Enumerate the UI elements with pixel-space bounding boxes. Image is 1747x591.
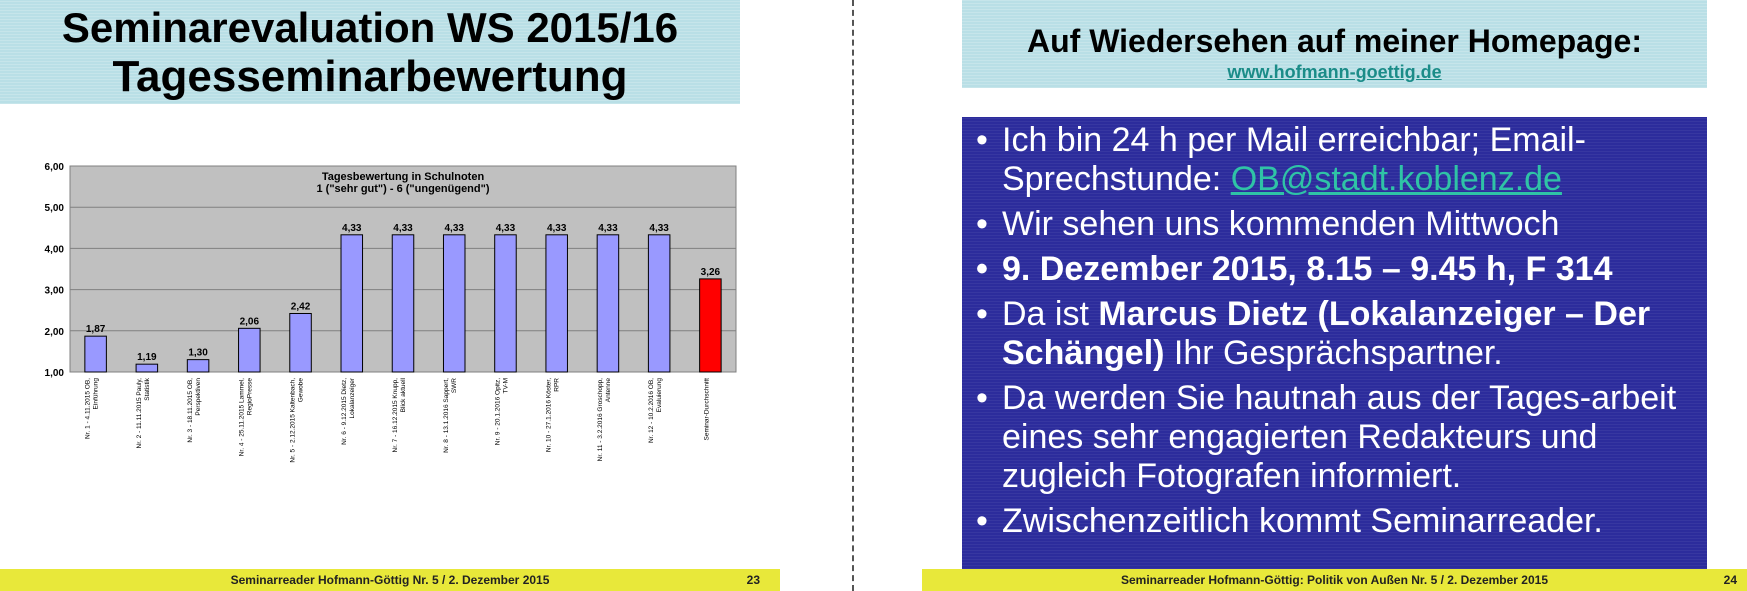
chart-category-label: Lokalanzeiger (349, 377, 356, 418)
chart-category-label: Nr. 10 - 27.1.2016 Köster, (546, 378, 553, 452)
bullet-insight: Da werden Sie hautnah aus der Tages-arbe… (972, 379, 1693, 496)
left-slide-title-banner: Seminarevaluation WS 2015/16 Tagessemina… (0, 0, 740, 104)
left-slide-title-line2: Tagesseminarbewertung (112, 52, 628, 101)
chart-category-label: Perspektiven (195, 378, 202, 416)
chart-category-label: Seminar-Durchschnitt (703, 378, 710, 441)
chart-category-label: Nr. 5 - 2.12.2015 Kaltenbach, (290, 378, 297, 463)
chart-bar (135, 363, 159, 373)
chart-ytick-label: 5,00 (45, 203, 65, 214)
left-slide-footer: Seminarreader Hofmann-Göttig Nr. 5 / 2. … (0, 569, 780, 591)
chart-category-label: Nr. 7 - 16.12.2015 Knupp, (392, 378, 399, 453)
bullet-guest-post: Ihr Gesprächspartner. (1164, 334, 1503, 372)
chart-category-label: SWR (451, 378, 458, 393)
chart-category-label: RegioPresse (246, 378, 253, 416)
chart-category-label: Evaluierung (656, 378, 663, 413)
chart-data-label: 4,33 (393, 223, 413, 234)
page-divider (852, 0, 854, 591)
chart-data-label: 4,33 (342, 223, 362, 234)
chart-category-label: Nr. 11 - 3.2.2016 Groschopp, (597, 378, 604, 462)
right-slide-title-banner: Auf Wiedersehen auf meiner Homepage: www… (962, 0, 1707, 88)
chart-data-label: 2,42 (291, 301, 311, 312)
homepage-link[interactable]: www.hofmann-goettig.de (1227, 62, 1442, 82)
chart-category-label: Nr. 9 - 20.1.2016 Opitz, (494, 378, 501, 445)
evaluation-chart: 1,87 1,19 1,30 2,06 2,42 4,33 4,33 4,33 4,33 4,33… (10, 152, 738, 492)
chart-bar (545, 234, 568, 373)
left-footer-text: Seminarreader Hofmann-Göttig Nr. 5 / 2. … (230, 573, 550, 587)
chart-title: Tagesbewertung in Schulnoten (322, 171, 485, 183)
bullet-mail-text: Ich bin 24 h per Mail erreichbar; Email-… (1002, 121, 1586, 198)
chart-category-label: Blick aktuell (400, 377, 407, 412)
chart-category-label: Gewobe (298, 378, 305, 403)
chart-data-label: 1,30 (188, 348, 208, 359)
evaluation-chart-svg: 1,87 1,19 1,30 2,06 2,42 4,33 4,33 4,33 4,33 4,33… (45, 162, 737, 463)
chart-ytick-label: 3,00 (45, 286, 65, 297)
chart-data-label: 1,19 (137, 352, 157, 363)
chart-bar (391, 234, 415, 373)
chart-data-label: 4,33 (649, 223, 669, 234)
right-footer-text: Seminarreader Hofmann-Göttig: Politik vo… (1121, 573, 1548, 587)
chart-subtitle: 1 ("sehr gut") - 6 ("ungenügend") (316, 183, 489, 195)
bullet-list: Ich bin 24 h per Mail erreichbar; Email-… (962, 117, 1707, 541)
chart-data-label: 2,06 (240, 316, 260, 327)
right-slide-footer: Seminarreader Hofmann-Göttig: Politik vo… (922, 569, 1747, 591)
chart-category-label: Nr. 2 - 11.11.2015 Pauly, (136, 378, 143, 449)
bullet-guest-pre: Da ist (1002, 295, 1099, 333)
bullet-guest-name: Marcus Dietz (Lokalanzeiger – Der Schäng… (1002, 295, 1651, 372)
left-page-number: 23 (746, 573, 760, 587)
chart-category-label: Nr. 8 - 13.1.2016 Sappert, (443, 378, 450, 453)
chart-bar (289, 312, 312, 373)
bullet-mail: Ich bin 24 h per Mail erreichbar; Email-… (972, 121, 1693, 199)
chart-bar (340, 234, 364, 373)
chart-ytick-label: 6,00 (45, 162, 65, 173)
chart-data-label: 3,26 (701, 267, 721, 278)
bullet-guest: Da ist Marcus Dietz (Lokalanzeiger – Der… (972, 295, 1693, 373)
chart-data-label: 4,33 (444, 223, 464, 234)
chart-bar (84, 335, 107, 373)
chart-category-label: Nr. 4 - 25.11.2015 Lammel, (238, 378, 245, 456)
bullet-wednesday: Wir sehen uns kommenden Mittwoch (972, 205, 1693, 244)
chart-category-label: Statistik (144, 377, 151, 401)
bullet-date: 9. Dezember 2015, 8.15 – 9.45 h, F 314 (972, 250, 1693, 289)
right-slide-title: Auf Wiedersehen auf meiner Homepage: (1027, 23, 1642, 59)
chart-category-label: RPR (554, 378, 561, 392)
email-link[interactable]: OB@stadt.koblenz.de (1230, 160, 1562, 198)
bullet-reader: Zwischenzeitlich kommt Seminarreader. (972, 502, 1693, 541)
chart-ytick-label: 2,00 (45, 327, 65, 338)
chart-bar (647, 234, 671, 373)
chart-bar (596, 234, 620, 373)
chart-data-label: 4,33 (547, 223, 567, 234)
chart-bar (442, 234, 466, 373)
chart-category-label: Einführung (93, 378, 100, 410)
chart-bar (494, 234, 517, 373)
chart-category-label: TV-M (502, 378, 509, 394)
chart-category-label: Nr. 6 - 9.12.2015 Dietz, (341, 378, 348, 445)
chart-ytick-label: 4,00 (45, 244, 65, 255)
chart-category-label: Nr. 1 - 4.11.2015 OB, (85, 378, 92, 439)
right-page-number: 24 (1723, 573, 1737, 587)
chart-data-label: 1,87 (86, 324, 106, 335)
chart-ytick-label: 1,00 (45, 368, 65, 379)
info-panel: Ich bin 24 h per Mail erreichbar; Email-… (962, 117, 1707, 575)
chart-category-label: Nr. 12 - 10.2.2016 OB, (648, 378, 655, 443)
chart-bar (186, 359, 210, 373)
chart-category-label: Nr. 3 - 18.11.2015 OB, (187, 378, 194, 443)
chart-category-label: Antenne (605, 378, 612, 403)
chart-bar (238, 327, 261, 373)
left-slide-title-line1: Seminarevaluation WS 2015/16 (61, 4, 679, 51)
chart-data-label: 4,33 (496, 223, 516, 234)
chart-bar (699, 278, 722, 373)
chart-data-label: 4,33 (598, 223, 618, 234)
